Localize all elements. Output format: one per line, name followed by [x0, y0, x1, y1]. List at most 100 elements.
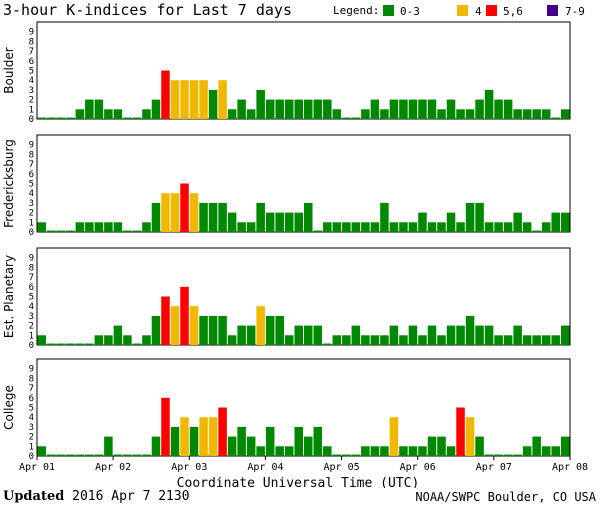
k-index-bar	[104, 335, 113, 345]
k-index-bar	[446, 446, 456, 456]
k-index-bar	[56, 230, 66, 232]
k-index-bar	[522, 109, 532, 119]
k-index-bar	[437, 436, 446, 456]
k-index-bar	[237, 426, 246, 456]
k-index-bar	[208, 202, 218, 232]
k-index-bar	[37, 446, 47, 456]
k-index-bar	[75, 454, 85, 456]
k-index-bar	[418, 99, 427, 119]
k-index-bar	[189, 80, 199, 119]
k-index-bar	[189, 426, 199, 456]
k-index-bar	[180, 417, 189, 456]
k-index-bar	[94, 335, 104, 345]
y-tick-label: 1	[29, 331, 34, 341]
k-index-bar	[389, 417, 399, 456]
x-tick-label: Apr 01	[19, 462, 55, 473]
k-index-bar	[227, 436, 237, 456]
k-index-bar	[370, 222, 380, 232]
k-index-bar	[85, 454, 94, 456]
k-index-bar	[104, 436, 113, 456]
k-index-bar	[313, 230, 323, 232]
y-tick-label: 4	[29, 302, 34, 312]
k-index-bar	[408, 325, 418, 345]
k-index-bar	[142, 454, 151, 456]
k-index-bar	[484, 222, 494, 232]
y-tick-label: 6	[29, 170, 34, 180]
k-index-bar	[427, 325, 437, 345]
y-tick-label: 1	[29, 442, 34, 452]
y-tick-label: 6	[29, 394, 34, 404]
k-index-bar	[389, 222, 399, 232]
k-index-bar	[227, 109, 237, 119]
k-index-bar	[113, 325, 123, 345]
k-index-bar	[399, 335, 408, 345]
y-tick-label: 3	[29, 199, 34, 209]
y-tick-label: 9	[29, 141, 34, 151]
k-index-bar	[132, 454, 142, 456]
k-index-bar	[47, 343, 56, 345]
k-index-bar	[199, 80, 208, 119]
k-index-bar	[66, 454, 75, 456]
k-index-bar	[465, 109, 475, 119]
k-index-bar	[351, 325, 361, 345]
k-index-bar	[85, 99, 94, 119]
k-index-bar	[380, 446, 389, 456]
legend-swatch	[457, 5, 468, 16]
k-index-bar	[161, 70, 170, 119]
k-index-bar	[170, 306, 180, 345]
k-index-bar	[208, 315, 218, 345]
legend-item-label: 0-3	[400, 5, 420, 18]
y-tick-label: 4	[29, 189, 34, 199]
k-index-bar	[161, 296, 170, 345]
updated-line: Updated 2016 Apr 7 2130	[3, 489, 190, 504]
k-index-bar	[66, 117, 75, 119]
updated-value: 2016 Apr 7 2130	[72, 489, 190, 504]
k-index-bar	[494, 99, 503, 119]
k-index-bar	[75, 109, 85, 119]
k-index-bar	[351, 454, 361, 456]
k-index-bar	[246, 325, 256, 345]
k-index-bar	[408, 222, 418, 232]
k-index-bar	[313, 426, 323, 456]
k-index-bar	[284, 335, 294, 345]
k-index-bar	[446, 212, 456, 232]
k-index-bar	[227, 212, 237, 232]
y-tick-label: 5	[29, 293, 34, 303]
k-index-bar	[484, 325, 494, 345]
k-index-bar	[532, 109, 541, 119]
k-index-bar	[427, 99, 437, 119]
k-index-bar	[342, 335, 351, 345]
k-index-bar	[475, 202, 484, 232]
y-tick-label: 7	[29, 273, 34, 283]
k-index-bar	[380, 202, 389, 232]
k-index-bar	[361, 222, 370, 232]
k-index-bar	[256, 89, 265, 119]
k-index-bar	[85, 343, 94, 345]
station-label: Boulder	[2, 47, 16, 94]
k-index-bar	[75, 222, 85, 232]
k-index-bar	[332, 109, 342, 119]
legend-swatch	[383, 5, 394, 16]
k-index-bar	[399, 222, 408, 232]
k-index-bar	[275, 99, 284, 119]
y-tick-label: 8	[29, 37, 34, 47]
k-index-bar	[37, 335, 47, 345]
station-label: Fredericksburg	[2, 139, 16, 228]
y-tick-label: 5	[29, 180, 34, 190]
k-index-bar	[513, 212, 522, 232]
k-index-bar	[256, 306, 265, 345]
k-index-bar	[199, 202, 208, 232]
k-index-bar	[294, 212, 303, 232]
k-index-bar	[47, 454, 56, 456]
y-tick-label: 2	[29, 96, 34, 106]
k-index-bar	[541, 222, 551, 232]
x-tick-label: Apr 02	[95, 462, 131, 473]
k-index-bar	[389, 325, 399, 345]
panel-frame	[36, 134, 571, 233]
k-index-bar	[456, 325, 465, 345]
y-tick-label: 6	[29, 57, 34, 67]
y-tick-label: 1	[29, 105, 34, 115]
k-index-bar	[256, 446, 265, 456]
